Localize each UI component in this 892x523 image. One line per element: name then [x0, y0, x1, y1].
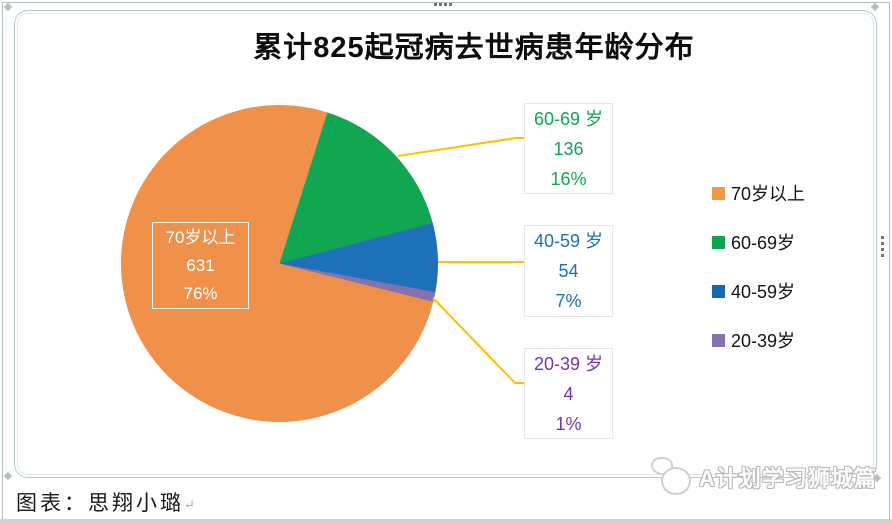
- top-drag-handle-dots[interactable]: [434, 3, 452, 6]
- callout-percent: 1%: [555, 414, 582, 434]
- legend-label: 60-69岁: [731, 233, 796, 253]
- bottom-edge-strip: [0, 519, 892, 523]
- callout-percent: 7%: [555, 291, 582, 311]
- callout-40-59: 40-59 岁 54 7%: [524, 225, 613, 317]
- legend-label: 40-59岁: [731, 282, 796, 302]
- watermark: A计划学习狮城篇: [643, 455, 877, 499]
- legend-swatch-70plus: [712, 186, 725, 200]
- callout-range: 40-59 岁: [533, 231, 604, 251]
- callout-value: 136: [553, 139, 584, 159]
- paragraph-return-mark: ↵: [184, 497, 195, 512]
- legend-swatch-20-39: [712, 333, 725, 347]
- callout-value: 4: [563, 384, 574, 404]
- chart-title: 累计825起冠病去世病患年龄分布: [253, 32, 695, 64]
- watermark-text: A计划学习狮城篇: [699, 466, 877, 491]
- legend-label: 70岁以上: [731, 184, 806, 204]
- legend-item-40-59[interactable]: 40-59岁: [712, 282, 805, 302]
- pie-inner-label-70plus: 70岁以上 631 76%: [152, 222, 249, 309]
- inner-label-value: 631: [186, 256, 215, 275]
- inner-label-percent: 76%: [183, 284, 218, 303]
- chart-object-frame[interactable]: [14, 10, 877, 478]
- callout-range: 60-69 岁: [533, 109, 604, 129]
- legend-item-60-69[interactable]: 60-69岁: [712, 233, 805, 253]
- legend-item-70plus[interactable]: 70岁以上: [712, 184, 805, 204]
- callout-60-69: 60-69 岁 136 16%: [524, 103, 613, 194]
- pie-chart[interactable]: [121, 105, 438, 422]
- callout-range: 20-39 岁: [533, 354, 604, 374]
- chart-caption: 图表：思翔小璐↵: [16, 487, 195, 517]
- legend-item-20-39[interactable]: 20-39岁: [712, 331, 805, 351]
- right-drag-handle-dots[interactable]: [881, 236, 884, 257]
- legend-swatch-60-69: [712, 235, 725, 249]
- inner-label-range: 70岁以上: [165, 228, 236, 247]
- legend: 70岁以上 60-69岁 40-59岁 20-39岁: [712, 184, 805, 382]
- legend-label: 20-39岁: [731, 331, 796, 351]
- watermark-logo: [643, 455, 699, 499]
- callout-percent: 16%: [550, 169, 587, 189]
- caption-text: 图表：思翔小璐: [16, 491, 184, 515]
- callout-20-39: 20-39 岁 4 1%: [524, 348, 613, 439]
- legend-swatch-40-59: [712, 284, 725, 298]
- callout-value: 54: [558, 261, 579, 281]
